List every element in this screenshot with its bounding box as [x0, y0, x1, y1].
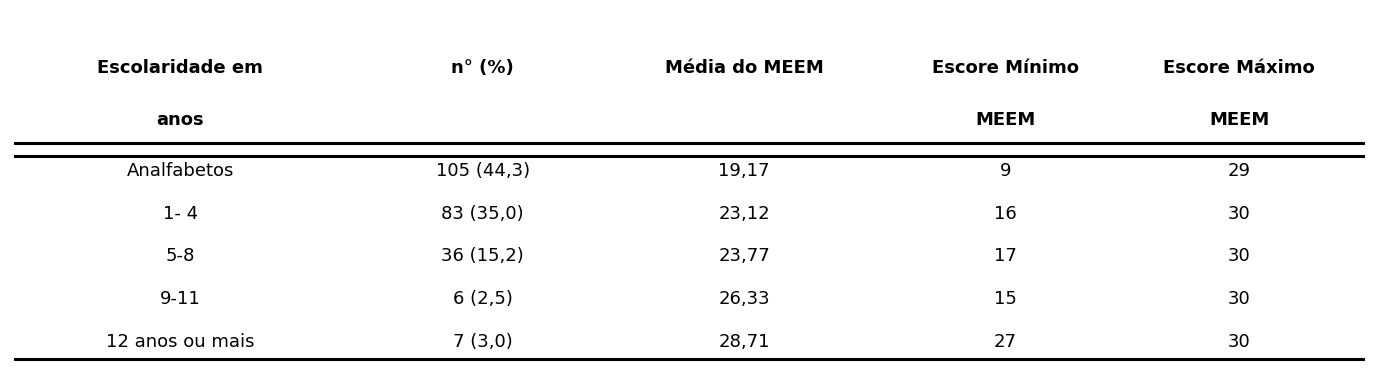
- Text: Escore Mínimo: Escore Mínimo: [932, 59, 1079, 77]
- Text: 30: 30: [1228, 290, 1250, 308]
- Text: 17: 17: [994, 248, 1017, 266]
- Text: 6 (2,5): 6 (2,5): [453, 290, 513, 308]
- Text: 7 (3,0): 7 (3,0): [453, 333, 513, 351]
- Text: 27: 27: [994, 333, 1017, 351]
- Text: 15: 15: [994, 290, 1017, 308]
- Text: 30: 30: [1228, 204, 1250, 222]
- Text: MEEM: MEEM: [1209, 111, 1269, 129]
- Text: 26,33: 26,33: [718, 290, 770, 308]
- Text: 36 (15,2): 36 (15,2): [441, 248, 524, 266]
- Text: Escolaridade em: Escolaridade em: [98, 59, 263, 77]
- Text: anos: anos: [156, 111, 204, 129]
- Text: 1- 4: 1- 4: [163, 204, 197, 222]
- Text: 9: 9: [999, 162, 1011, 180]
- Text: Analfabetos: Analfabetos: [127, 162, 234, 180]
- Text: 9-11: 9-11: [160, 290, 201, 308]
- Text: 30: 30: [1228, 248, 1250, 266]
- Text: 23,12: 23,12: [718, 204, 770, 222]
- Text: 12 anos ou mais: 12 anos ou mais: [106, 333, 255, 351]
- Text: 5-8: 5-8: [165, 248, 194, 266]
- Text: 30: 30: [1228, 333, 1250, 351]
- Text: n° (%): n° (%): [452, 59, 514, 77]
- Text: 29: 29: [1228, 162, 1251, 180]
- Text: Escore Máximo: Escore Máximo: [1163, 59, 1315, 77]
- Text: 83 (35,0): 83 (35,0): [441, 204, 524, 222]
- Text: 16: 16: [994, 204, 1017, 222]
- Text: 19,17: 19,17: [718, 162, 770, 180]
- Text: MEEM: MEEM: [976, 111, 1035, 129]
- Text: 105 (44,3): 105 (44,3): [435, 162, 529, 180]
- Text: 23,77: 23,77: [718, 248, 770, 266]
- Text: Média do MEEM: Média do MEEM: [664, 59, 824, 77]
- Text: 28,71: 28,71: [718, 333, 770, 351]
